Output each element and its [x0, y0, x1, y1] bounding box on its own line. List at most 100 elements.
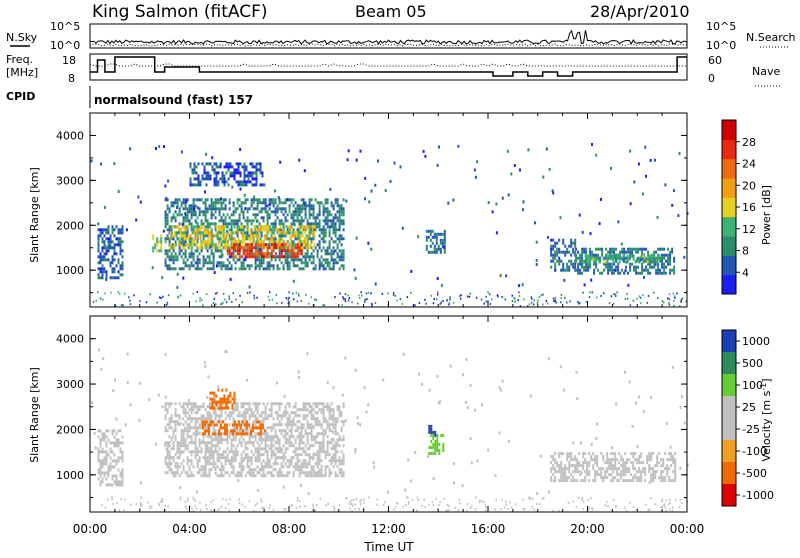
- echo-cell: [325, 207, 327, 210]
- echo-cell: [301, 471, 303, 474]
- echo-cell: [297, 499, 299, 501]
- echo-cell: [265, 474, 267, 477]
- echo-cell: [245, 429, 247, 432]
- echo-cell: [251, 474, 253, 477]
- echo-cell: [289, 252, 291, 255]
- echo-cell: [295, 213, 297, 216]
- echo-cell: [120, 267, 122, 270]
- echo-cell: [670, 458, 672, 461]
- echo-cell: [552, 260, 554, 263]
- echo-cell: [335, 234, 337, 237]
- echo-cell: [267, 426, 269, 429]
- echo-cell: [256, 234, 258, 237]
- echo-cell: [301, 465, 303, 468]
- echo-cell: [434, 440, 436, 443]
- echo-cell: [301, 210, 303, 213]
- echo-cell: [303, 450, 305, 453]
- echo-cell: [297, 219, 299, 222]
- echo-cell: [213, 444, 215, 447]
- echo-cell: [597, 258, 599, 261]
- echo-cell: [323, 213, 325, 216]
- echo-cell: [234, 171, 236, 174]
- echo-cell: [193, 450, 195, 453]
- echo-cell: [602, 476, 604, 479]
- echo-cell: [177, 201, 179, 204]
- echo-cell: [333, 261, 335, 264]
- echo-cell: [631, 251, 633, 254]
- echo-cell: [199, 261, 201, 264]
- echo-cell: [193, 402, 195, 405]
- echo-cell: [275, 468, 277, 471]
- echo-cell: [174, 234, 176, 237]
- echo-cell: [209, 204, 211, 207]
- echo-cell: [434, 446, 436, 449]
- echo-cell: [187, 411, 189, 414]
- echo-cell: [165, 222, 167, 225]
- echo-cell: [570, 242, 572, 245]
- echo-cell: [277, 411, 279, 414]
- echo-cell: [636, 461, 638, 464]
- echo-cell: [195, 423, 197, 426]
- echo-cell: [576, 467, 578, 470]
- echo-cell: [655, 503, 657, 505]
- echo-cell: [100, 231, 102, 234]
- echo-cell: [582, 508, 584, 510]
- echo-cell: [235, 261, 237, 264]
- echo-cell: [609, 302, 611, 304]
- echo-cell: [434, 449, 436, 452]
- echo-cell: [319, 402, 321, 405]
- echo-cell: [599, 258, 601, 261]
- echo-cell: [299, 219, 301, 222]
- echo-cell: [262, 171, 264, 174]
- echo-cell: [233, 444, 235, 447]
- echo-cell: [256, 168, 258, 171]
- echo-cell: [264, 225, 266, 228]
- echo-cell: [203, 414, 205, 417]
- echo-cell: [550, 455, 552, 458]
- echo-cell: [593, 258, 595, 261]
- echo-cell: [665, 254, 667, 257]
- echo-cell: [304, 505, 306, 507]
- echo-cell: [227, 435, 229, 438]
- echo-cell: [265, 210, 267, 213]
- echo-cell: [305, 408, 307, 411]
- echo-cell: [279, 447, 281, 450]
- echo-cell: [256, 426, 258, 429]
- echo-cell: [650, 458, 652, 461]
- echo-cell: [442, 434, 444, 437]
- echo-cell: [211, 222, 213, 225]
- echo-cell: [299, 408, 301, 411]
- echo-cell: [673, 269, 675, 272]
- echo-cell: [560, 260, 562, 263]
- echo-cell: [104, 267, 106, 270]
- echo-cell: [225, 507, 227, 509]
- echo-cell: [647, 251, 649, 254]
- echo-cell: [552, 473, 554, 476]
- echo-cell: [228, 162, 230, 165]
- echo-cell: [185, 420, 187, 423]
- echo-cell: [183, 465, 185, 468]
- echo-cell: [669, 272, 671, 275]
- echo-cell: [235, 207, 237, 210]
- echo-cell: [171, 255, 173, 258]
- echo-cell: [323, 450, 325, 453]
- echo-cell: [321, 249, 323, 252]
- echo-cell: [160, 246, 162, 249]
- echo-cell: [679, 152, 681, 155]
- echo-cell: [183, 201, 185, 204]
- echo-cell: [281, 243, 283, 246]
- echo-cell: [329, 188, 331, 191]
- echo-cell: [205, 471, 207, 474]
- echo-cell: [578, 464, 580, 467]
- echo-cell: [335, 456, 337, 459]
- echo-cell: [165, 471, 167, 474]
- echo-cell: [436, 434, 438, 437]
- echo-cell: [195, 429, 197, 432]
- echo-cell: [202, 177, 204, 180]
- echo-cell: [187, 462, 189, 465]
- echo-cell: [264, 183, 266, 186]
- echo-cell: [611, 272, 613, 275]
- echo-cell: [542, 498, 544, 500]
- echo-cell: [244, 168, 246, 171]
- echo-cell: [167, 237, 169, 240]
